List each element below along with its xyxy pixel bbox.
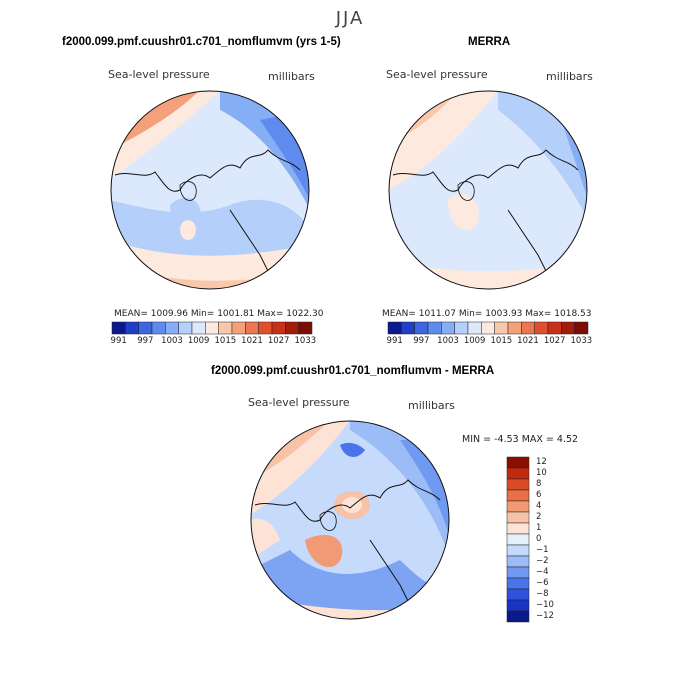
colorbar-tick-label: 1003 bbox=[161, 336, 183, 346]
colorbar-swatch bbox=[506, 478, 530, 491]
model-stats: MEAN= 1009.96 Min= 1001.81 Max= 1022.30 bbox=[114, 309, 324, 319]
colorbar-swatch bbox=[574, 321, 589, 335]
colorbar-swatch bbox=[138, 321, 153, 335]
colorbar-swatch bbox=[205, 321, 219, 335]
colorbar-swatch bbox=[218, 321, 233, 335]
diff-units-label: millibars bbox=[408, 399, 455, 412]
model-polar-map bbox=[110, 90, 310, 290]
diff-panel-title: f2000.099.pmf.cuushr01.c701_nomflumvm - … bbox=[211, 365, 495, 377]
colorbar-tick-label: 12 bbox=[536, 456, 547, 467]
colorbar-swatch bbox=[547, 321, 562, 335]
colorbar-tick-label: 2 bbox=[536, 511, 542, 522]
diff-colorbar bbox=[506, 456, 530, 623]
colorbar-tick-label: 10 bbox=[536, 467, 547, 478]
colorbar-tick-label: 1009 bbox=[463, 336, 486, 346]
diff-field-label: Sea-level pressure bbox=[248, 396, 350, 409]
colorbar-tick-label: 1003 bbox=[437, 336, 459, 346]
colorbar-tick-label: 991 bbox=[110, 336, 127, 346]
colorbar-swatch bbox=[401, 321, 415, 335]
model-colorbar-ticks: 991 997 1003 1009 1015 1021 1027 1033 bbox=[110, 336, 317, 348]
colorbar-tick-label: 1021 bbox=[517, 336, 539, 346]
colorbar-swatch bbox=[506, 500, 530, 513]
colorbar-tick-label: 6 bbox=[536, 489, 542, 500]
colorbar-tick-label: 1033 bbox=[570, 336, 593, 346]
diff-colorbar-ticks: 12 10 8 6 4 2 1 0 −1 −2 −4 −6 −8 −10 −12 bbox=[536, 457, 576, 622]
colorbar-tick-label: 1015 bbox=[490, 336, 513, 346]
model-panel-title: f2000.099.pmf.cuushr01.c701_nomflumvm (y… bbox=[62, 36, 341, 48]
model-colorbar bbox=[111, 321, 313, 335]
colorbar-swatch bbox=[506, 489, 530, 502]
colorbar-swatch bbox=[561, 321, 575, 335]
colorbar-swatch bbox=[506, 456, 530, 469]
colorbar-swatch bbox=[125, 321, 139, 335]
colorbar-swatch bbox=[165, 321, 179, 335]
colorbar-swatch bbox=[387, 321, 402, 335]
colorbar-tick-label: −10 bbox=[536, 599, 554, 610]
colorbar-swatch bbox=[271, 321, 286, 335]
colorbar-tick-label: 997 bbox=[137, 336, 154, 346]
colorbar-swatch bbox=[506, 588, 530, 601]
model-field-label: Sea-level pressure bbox=[108, 68, 210, 81]
colorbar-tick-label: 1009 bbox=[187, 336, 210, 346]
colorbar-swatch bbox=[191, 321, 206, 335]
colorbar-tick-label: 991 bbox=[386, 336, 403, 346]
diff-polar-map bbox=[250, 420, 450, 620]
colorbar-swatch bbox=[414, 321, 429, 335]
colorbar-swatch bbox=[506, 522, 530, 535]
colorbar-swatch bbox=[285, 321, 299, 335]
colorbar-tick-label: −8 bbox=[536, 588, 549, 599]
colorbar-swatch bbox=[245, 321, 259, 335]
colorbar-swatch bbox=[506, 544, 530, 557]
colorbar-tick-label: 4 bbox=[536, 500, 542, 511]
obs-stats: MEAN= 1011.07 Min= 1003.93 Max= 1018.53 bbox=[382, 309, 592, 319]
colorbar-swatch bbox=[111, 321, 126, 335]
colorbar-tick-label: −2 bbox=[536, 555, 549, 566]
obs-polar-map bbox=[388, 90, 588, 290]
colorbar-swatch bbox=[506, 566, 530, 579]
obs-units-label: millibars bbox=[546, 70, 593, 83]
obs-panel-title: MERRA bbox=[468, 36, 511, 48]
obs-colorbar bbox=[387, 321, 589, 335]
colorbar-tick-label: 1015 bbox=[214, 336, 237, 346]
colorbar-swatch bbox=[506, 555, 530, 568]
colorbar-swatch bbox=[231, 321, 246, 335]
colorbar-swatch bbox=[151, 321, 166, 335]
colorbar-swatch bbox=[467, 321, 482, 335]
obs-colorbar-ticks: 991 997 1003 1009 1015 1021 1027 1033 bbox=[386, 336, 593, 348]
colorbar-swatch bbox=[521, 321, 535, 335]
diff-minmax: MIN = -4.53 MAX = 4.52 bbox=[462, 434, 579, 445]
season-title: JJA bbox=[335, 8, 365, 29]
colorbar-tick-label: −4 bbox=[536, 566, 549, 577]
colorbar-swatch bbox=[298, 321, 313, 335]
colorbar-swatch bbox=[506, 467, 530, 480]
colorbar-tick-label: 1021 bbox=[241, 336, 263, 346]
colorbar-tick-label: 1 bbox=[536, 522, 542, 533]
colorbar-swatch bbox=[258, 321, 273, 335]
colorbar-tick-label: 1033 bbox=[294, 336, 317, 346]
colorbar-swatch bbox=[441, 321, 455, 335]
colorbar-tick-label: 1027 bbox=[267, 336, 290, 346]
colorbar-swatch bbox=[506, 610, 530, 623]
colorbar-swatch bbox=[506, 577, 530, 590]
colorbar-tick-label: −1 bbox=[536, 544, 549, 555]
colorbar-swatch bbox=[427, 321, 442, 335]
colorbar-swatch bbox=[506, 533, 530, 546]
colorbar-tick-label: −6 bbox=[536, 577, 549, 588]
colorbar-swatch bbox=[454, 321, 469, 335]
colorbar-tick-label: 0 bbox=[536, 533, 542, 544]
colorbar-swatch bbox=[507, 321, 522, 335]
obs-field-label: Sea-level pressure bbox=[386, 68, 488, 81]
colorbar-tick-label: −12 bbox=[536, 610, 554, 621]
colorbar-tick-label: 1027 bbox=[543, 336, 566, 346]
colorbar-swatch bbox=[506, 511, 530, 524]
colorbar-swatch bbox=[506, 599, 530, 612]
colorbar-swatch bbox=[494, 321, 509, 335]
colorbar-swatch bbox=[534, 321, 549, 335]
model-units-label: millibars bbox=[268, 70, 315, 83]
colorbar-swatch bbox=[481, 321, 495, 335]
colorbar-tick-label: 8 bbox=[536, 478, 542, 489]
colorbar-swatch bbox=[178, 321, 193, 335]
colorbar-tick-label: 997 bbox=[413, 336, 430, 346]
